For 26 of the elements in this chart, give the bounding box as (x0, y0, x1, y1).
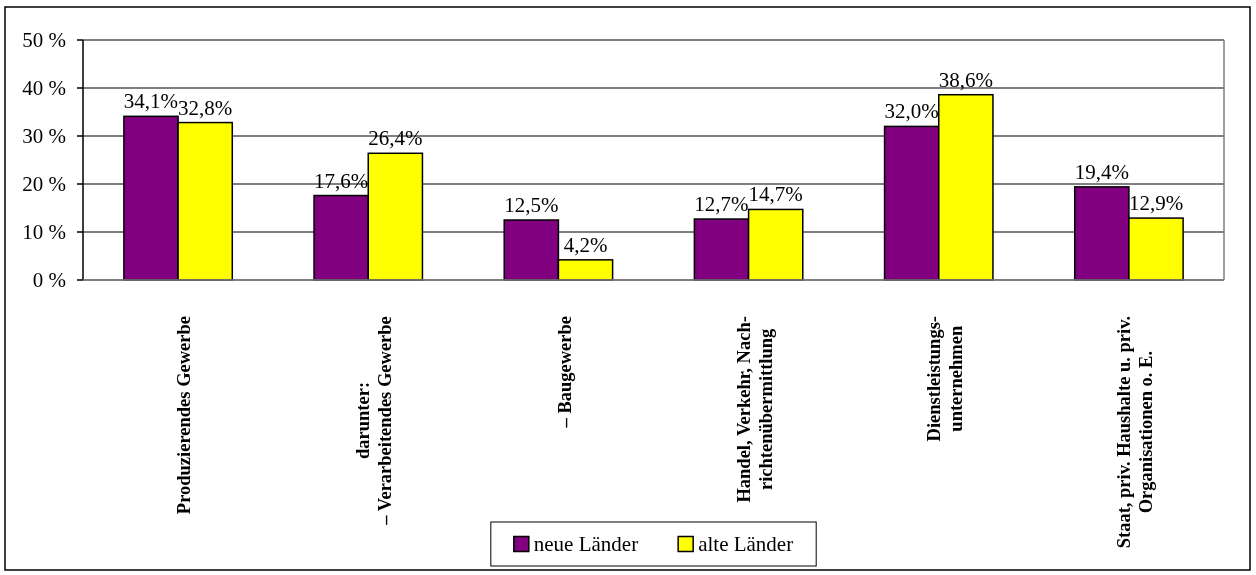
data-label: 4,2% (563, 232, 608, 257)
data-label: 12,7% (694, 192, 749, 217)
legend-label: alte Länder (698, 532, 794, 557)
y-tick-label: 0 % (32, 268, 66, 293)
y-tick-label: 10 % (22, 220, 66, 245)
x-tick-label: Dienstleistungs- unternehmen (923, 316, 966, 442)
legend-label: neue Länder (533, 532, 639, 557)
x-tick-label: darunter: – Verarbeitendes Gewerbe (353, 316, 396, 526)
data-label: 14,7% (748, 182, 803, 207)
x-tick-label: Staat, priv. Haushalte u. priv. Organisationen o. E. (1114, 315, 1157, 549)
data-label: 34,1% (123, 89, 179, 114)
data-label: 17,6% (314, 168, 369, 193)
x-tick-label: Produzierendes Gewerbe (174, 316, 195, 515)
data-label: 12,9% (1128, 191, 1184, 216)
x-tick-label: – Baugewerbe (554, 316, 575, 429)
data-label: 32,0% (884, 99, 939, 124)
y-tick-label: 20 % (22, 172, 66, 197)
data-label: 32,8% (178, 95, 233, 120)
x-tick-label: Handel, Verkehr, Nach- richtenübermittlung (733, 316, 776, 503)
data-label: 12,5% (504, 193, 559, 217)
data-label: 19,4% (1074, 159, 1129, 184)
y-tick-label: 30 % (22, 124, 66, 149)
y-tick-label: 40 % (22, 76, 66, 101)
data-label: 38,6% (938, 67, 993, 92)
y-tick-label: 50 % (22, 28, 66, 53)
data-label: 26,4% (368, 126, 423, 151)
